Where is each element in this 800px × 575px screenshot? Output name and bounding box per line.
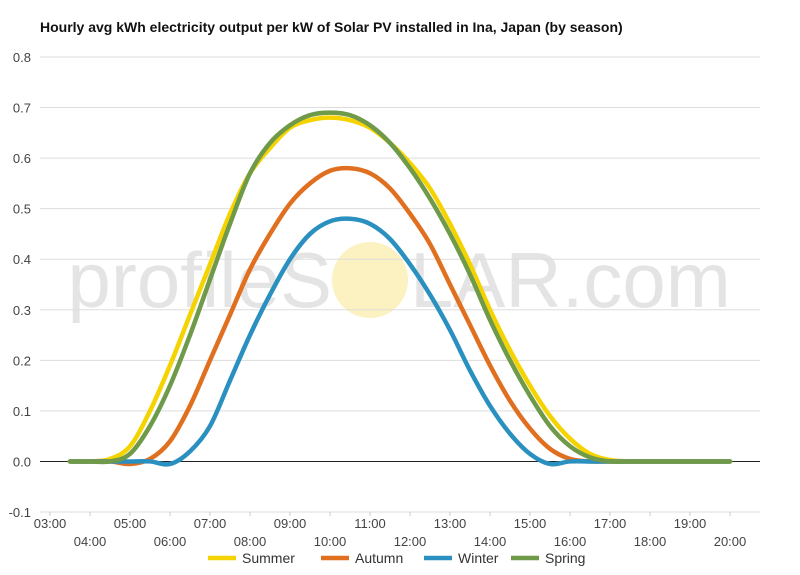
x-tick-label: 13:00 [434,516,467,531]
series-line-spring [67,110,733,465]
legend-label-spring: Spring [545,550,585,566]
legend-label-summer: Summer [242,550,295,566]
x-tick-label: 07:00 [194,516,227,531]
x-tick-label: 03:00 [34,516,67,531]
x-tick-label: 14:00 [474,534,507,549]
x-tick-label: 08:00 [234,534,267,549]
x-tick-label: 05:00 [114,516,147,531]
x-tick-label: 17:00 [594,516,627,531]
chart-title: Hourly avg kWh electricity output per kW… [40,19,623,35]
x-tick-label: 18:00 [634,534,667,549]
y-axis: -0.1 0.0 0.1 0.2 0.3 0.4 0.5 0.6 0.7 0.8 [9,50,31,520]
x-tick-label: 04:00 [74,534,107,549]
x-tick-label: 19:00 [674,516,707,531]
y-tick-label: 0.4 [13,252,31,267]
y-tick-label: 0.2 [13,353,31,368]
x-tick-label: 15:00 [514,516,547,531]
y-tick-label: 0.7 [13,101,31,116]
x-tick-label: 10:00 [314,534,347,549]
watermark-sun [332,242,408,318]
x-tick-label: 09:00 [274,516,307,531]
y-tick-label: 0.6 [13,151,31,166]
y-tick-label: 0.3 [13,303,31,318]
legend-label-winter: Winter [458,550,499,566]
y-tick-label: 0.1 [13,404,31,419]
y-tick-label: 0.0 [13,454,31,469]
x-axis: 03:00 04:00 05:00 06:00 07:00 08:00 09:00 10:00… [34,512,747,549]
y-tick-label: 0.5 [13,202,31,217]
y-tick-label: 0.8 [13,50,31,65]
series-lines [67,110,733,467]
x-tick-label: 20:00 [714,534,747,549]
legend: Summer Autumn Winter Spring [208,550,585,566]
y-tick-label: -0.1 [9,505,31,520]
x-tick-label: 12:00 [394,534,427,549]
legend-label-autumn: Autumn [355,550,403,566]
x-tick-label: 16:00 [554,534,587,549]
x-tick-label: 06:00 [154,534,187,549]
x-tick-label: 11:00 [354,516,386,531]
